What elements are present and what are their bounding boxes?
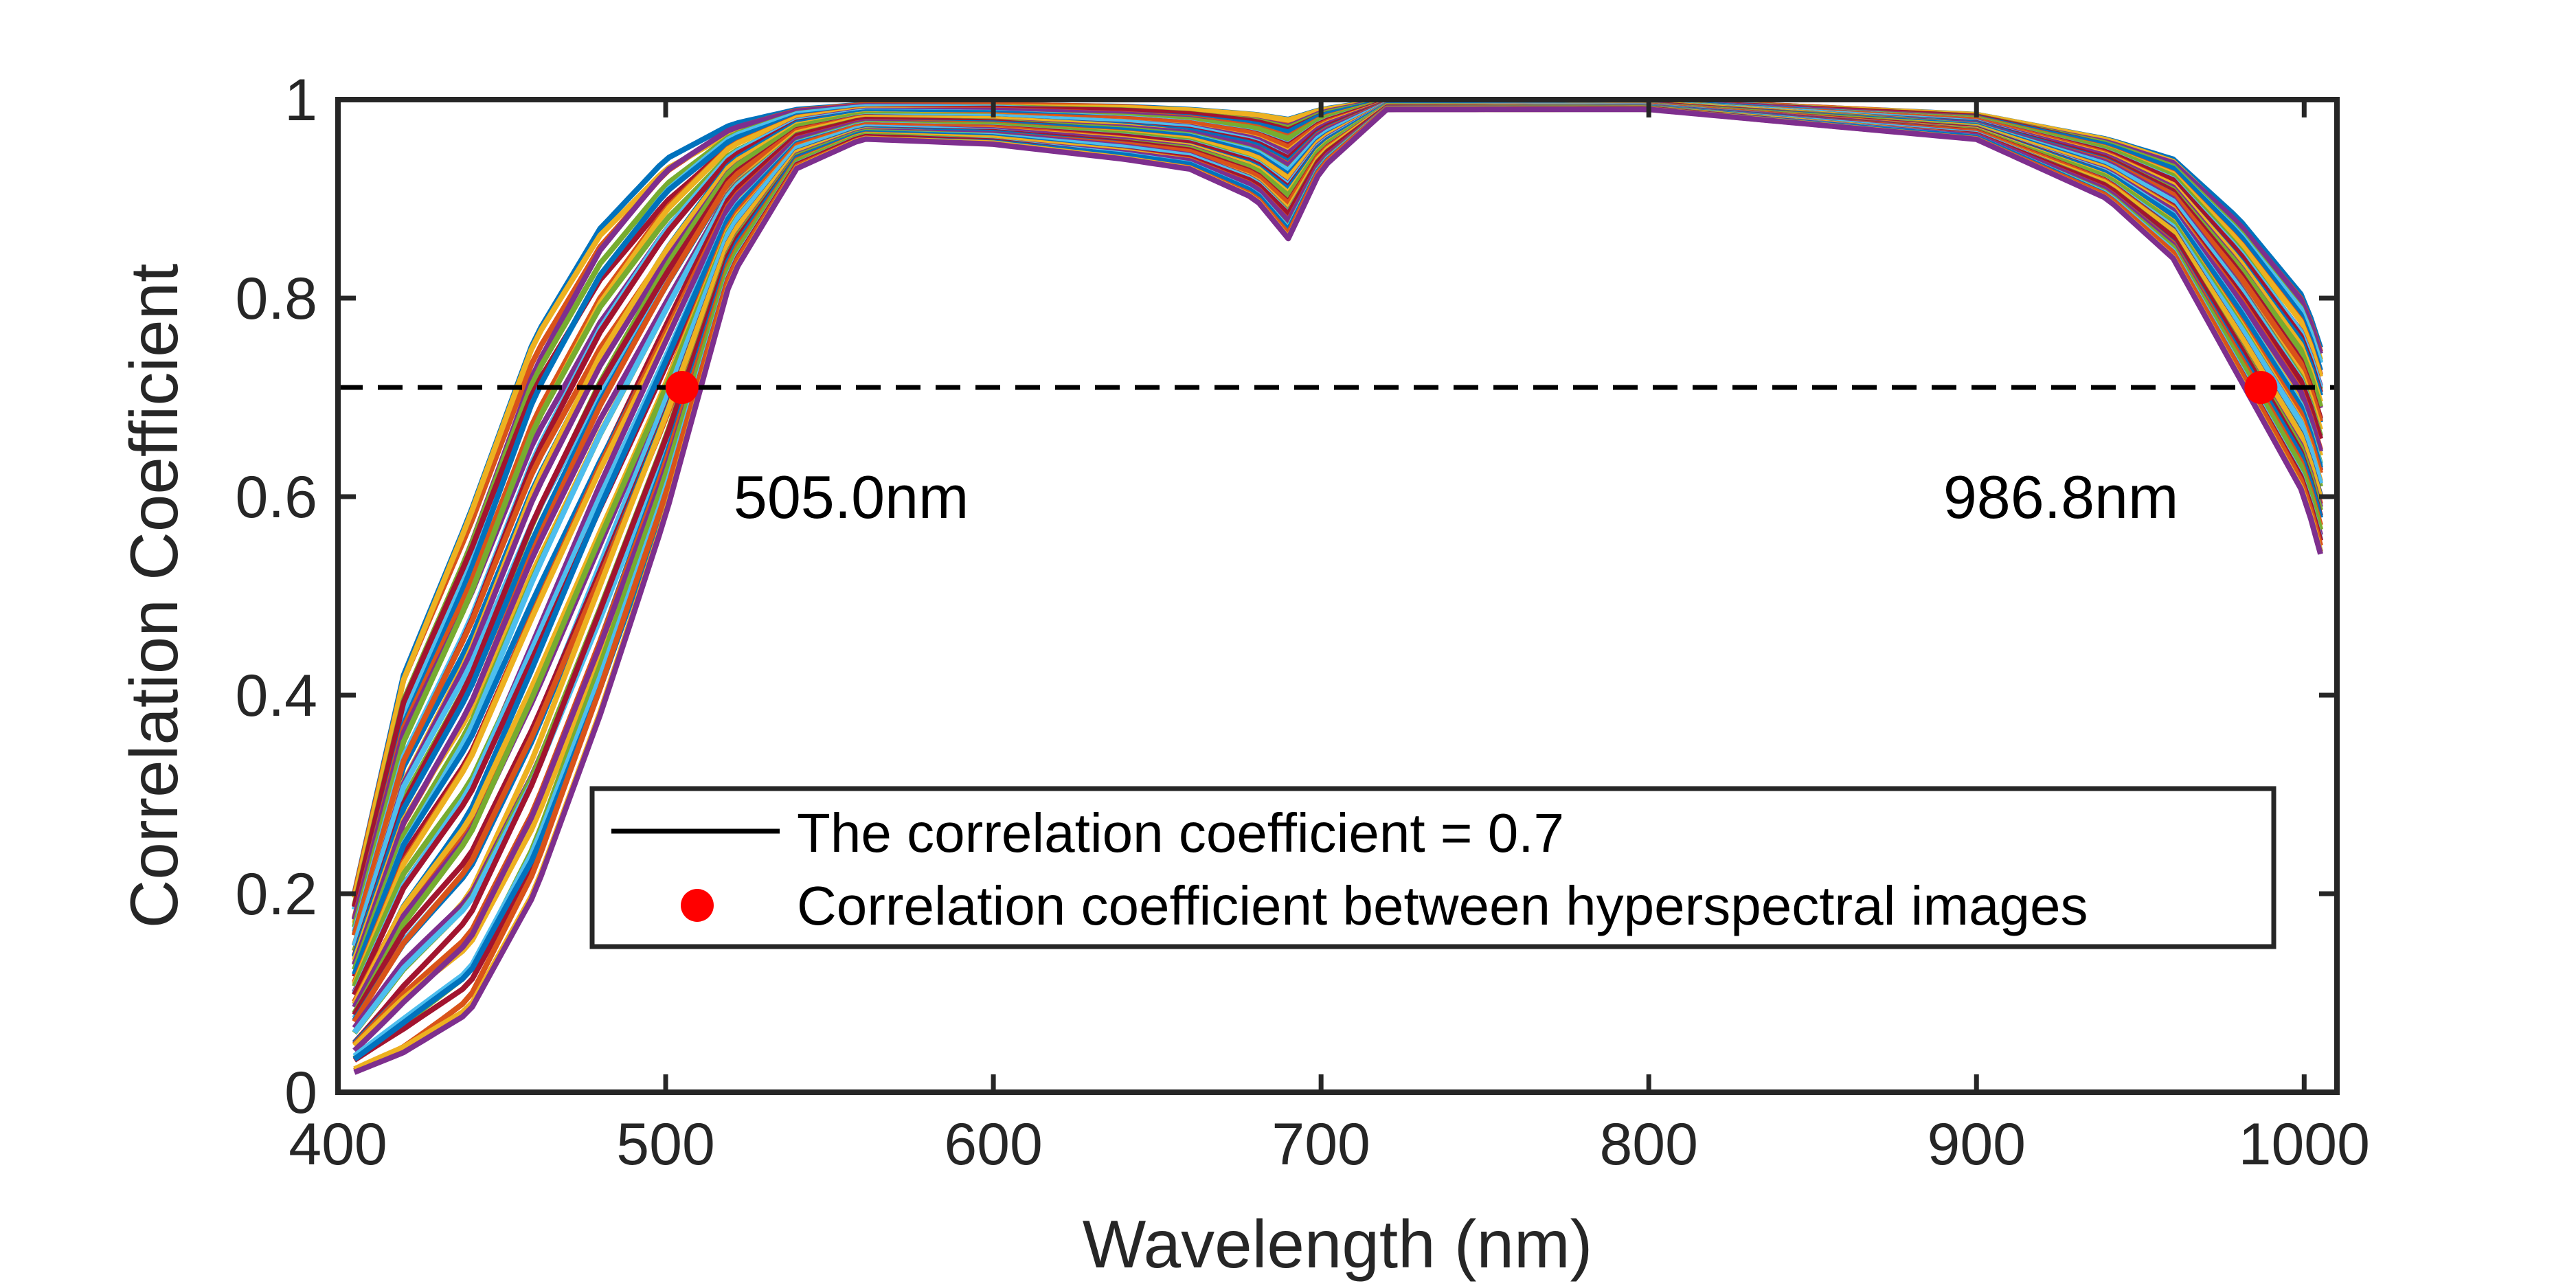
legend: The correlation coefficient = 0.7 Correl… [589,786,2276,949]
y-tick-label: 0.4 [235,663,317,729]
series-layer [351,97,2323,1075]
x-tick-label: 400 [289,1111,387,1177]
x-tick-label: 600 [944,1111,1043,1177]
highlight-point [665,371,699,405]
legend-entry-threshold: The correlation coefficient = 0.7 [797,802,1564,863]
y-tick-label: 0.6 [235,464,317,530]
x-tick-label: 700 [1272,1111,1370,1177]
y-tick-label: 1 [284,67,317,133]
plot-frame [335,97,2340,1095]
point-annotation: 986.8nm [1943,463,2178,531]
y-tick-label: 0 [284,1060,317,1126]
points-layer: 505.0nm 986.8nm [665,371,2278,531]
x-tick-label: 500 [616,1111,715,1177]
ticks-layer [335,97,2337,1095]
x-tick-label: 800 [1599,1111,1698,1177]
x-tick-label: 1000 [2239,1111,2370,1177]
highlight-point [2244,371,2278,405]
x-axis-title: Wavelength (nm) [1083,1206,1593,1282]
legend-dot-marker [681,889,714,922]
legend-box [589,786,2276,949]
point-annotation: 505.0nm [734,463,969,531]
series-line [353,106,2323,1075]
y-tick-label: 0.8 [235,266,317,332]
labels-layer: 400 500 600 700 800 900 1000 0 0.2 0.4 0.6 0.8 1 [235,67,2370,1177]
y-tick-label: 0.2 [235,861,317,927]
legend-entry-points: Correlation coefficient between hyperspe… [797,875,2088,936]
x-tick-label: 900 [1927,1111,2026,1177]
y-axis-title: Correlation Coefficient [116,264,192,929]
